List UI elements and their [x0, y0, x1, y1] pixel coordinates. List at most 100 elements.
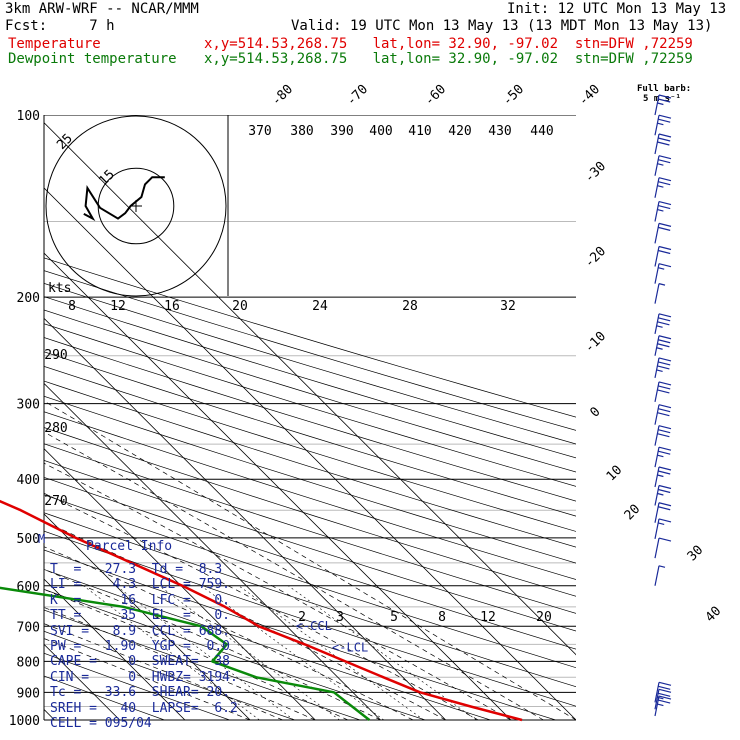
parcel-info-row: TT = 35 EL = 0. [50, 608, 231, 624]
wind-barb-full [657, 141, 670, 146]
parcel-info-row: Tc = 33.6 SHEAR= 20. [50, 685, 231, 701]
wind-barb-staff [654, 518, 660, 540]
wind-barb-full [658, 450, 671, 455]
isotherm-label: 10 [604, 463, 626, 485]
dry-adiabat-line [44, 283, 576, 445]
wind-barb [654, 537, 672, 559]
wind-barb-staff [654, 689, 660, 710]
pressure-label: 400 [17, 473, 40, 488]
wind-barb-full [658, 177, 672, 182]
wind-barb-full [658, 404, 672, 409]
isotherm-label: -70 [344, 82, 371, 109]
wind-barb-half [657, 185, 664, 188]
hodograph-ring-label: 25 [54, 131, 76, 153]
wind-barb-full [658, 466, 672, 471]
pressure-label: 300 [17, 398, 40, 413]
wind-barb-full [658, 537, 672, 542]
wind-barb [654, 114, 672, 136]
wind-barb [654, 335, 672, 356]
wind-barb-full [657, 343, 670, 348]
isotherm-line [44, 252, 512, 720]
wind-barb [654, 200, 672, 222]
wind-barb-staff [654, 466, 660, 488]
isotherm-label: -60 [422, 82, 449, 109]
wind-barb-full [658, 263, 672, 268]
moist-adiabat-line [44, 492, 479, 720]
wind-barb-half [656, 347, 663, 350]
wind-barb-full [658, 506, 671, 511]
dry-adiabat-line [44, 257, 576, 418]
wind-barb-half [658, 283, 666, 286]
wind-barb-full [658, 685, 671, 690]
hodograph-speed-label: 16 [164, 299, 180, 314]
theta-label: 270 [44, 494, 67, 509]
wind-barb-half [657, 102, 664, 106]
wind-barb-full [657, 321, 670, 326]
wind-barb-full [658, 222, 672, 227]
parcel-info-title: Parcel Info [86, 539, 173, 554]
wind-barb-full [658, 245, 672, 251]
isotherm-label: 40 [703, 604, 725, 626]
moist-adiabat-line [44, 431, 544, 720]
isotherm-line [44, 578, 186, 720]
temperature-profile-line [0, 499, 523, 722]
wind-barb-full [657, 389, 670, 394]
dry-adiabat-line [44, 309, 576, 473]
wind-barb-full [657, 412, 670, 417]
mixing-ratio-line [159, 585, 340, 720]
wind-barb [654, 155, 672, 176]
wind-barb [654, 565, 666, 586]
wind-barb-staff [654, 565, 660, 586]
wind-barb-full [658, 688, 672, 693]
dry-adiabat-line [44, 589, 426, 720]
dry-adiabat-line [44, 270, 576, 431]
wind-barb [654, 222, 672, 244]
wind-barb-full [658, 446, 672, 451]
wind-barb [654, 357, 672, 379]
wind-barb-full [657, 365, 670, 370]
wind-barb [654, 245, 672, 267]
wind-barb-staff [654, 425, 660, 446]
wind-barb [654, 283, 666, 304]
dry-adiabat-line [44, 476, 576, 650]
dry-adiabat-line [44, 549, 556, 720]
parcel-info-row: T = 27.3 Td = 8.3 [50, 562, 223, 577]
dry-adiabat-line [44, 630, 295, 720]
isotherm-line [44, 122, 576, 656]
hodograph-ring-label: 15 [96, 167, 118, 189]
isotherm-label: -10 [582, 329, 609, 356]
barb-legend-units: 5 m s⁻¹ [643, 94, 681, 104]
wind-barb [654, 313, 672, 334]
parcel-info-row: SREH = 40 LAPSE= 6.2 [50, 700, 238, 716]
hodograph-scale-title: kts [48, 281, 71, 296]
hodograph-trace [83, 176, 165, 222]
hodograph-speed-label: 20 [232, 299, 248, 314]
dewpoint-legend: Dewpoint temperature [8, 51, 177, 67]
dry-adiabat-line [44, 459, 576, 632]
theta-label: 380 [290, 124, 313, 139]
parcel-info-row: CAPE = 0 SWEAT= 38 [50, 654, 231, 670]
wind-barb-staff [654, 155, 660, 176]
wind-barb [654, 446, 672, 468]
wind-barb-staff [654, 537, 660, 559]
wind-barb-full [658, 385, 671, 390]
wind-barb-full [658, 335, 672, 340]
parcel-info-table: T = 27.3 Td = 8.3 LI = 4.3 LCL = 759. K = … [50, 562, 238, 731]
pressure-label: 100 [17, 109, 40, 124]
theta-label: 370 [248, 124, 271, 139]
forecast-hour: Fcst: 7 h [5, 18, 115, 34]
dry-adiabat-line [44, 443, 576, 614]
wind-barb-full [658, 502, 672, 507]
dry-adiabat-line [44, 427, 576, 597]
wind-barb-full [658, 429, 671, 434]
wind-barb-half [657, 454, 664, 458]
wind-barb-half [657, 703, 664, 707]
moist-adiabat-line [44, 462, 512, 720]
dry-adiabat-line [44, 395, 576, 564]
model-title: 3km ARW-WRF -- NCAR/MMM [5, 1, 199, 17]
wind-barb [654, 681, 672, 703]
wind-barb [654, 177, 672, 198]
wind-barb-half [657, 474, 664, 478]
wind-barb-full [658, 114, 672, 119]
